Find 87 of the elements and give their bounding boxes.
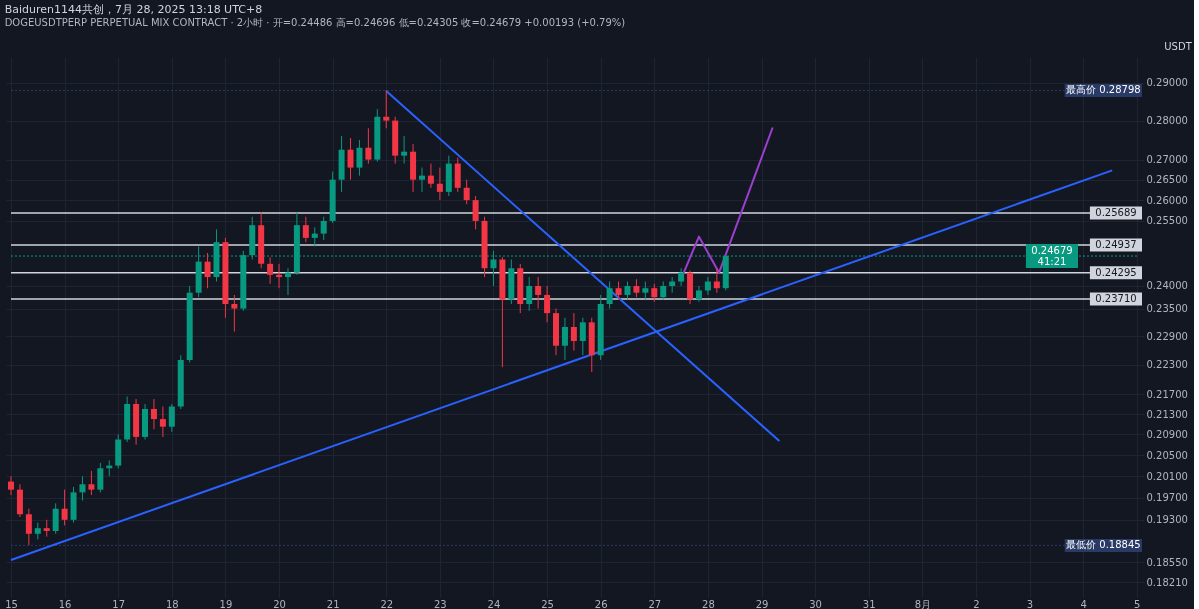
y-tick-label: 0.18210 (1146, 576, 1188, 588)
x-tick-label: 17 (112, 598, 126, 609)
candlestick (436, 167, 443, 201)
candlestick (25, 508, 32, 546)
y-tick-label: 0.27000 (1146, 154, 1188, 166)
candlestick (320, 216, 327, 241)
y-tick-label: 0.19700 (1146, 492, 1188, 504)
x-tick-label: 31 (862, 598, 876, 609)
candlestick (678, 267, 685, 287)
x-tick-label: 16 (58, 598, 72, 609)
candlestick (401, 135, 408, 165)
candlestick (204, 252, 211, 289)
y-tick-label: 0.24000 (1146, 280, 1188, 292)
x-tick-label: 27 (648, 598, 662, 609)
candlestick (8, 475, 14, 496)
text: USDT (1164, 41, 1193, 52)
x-tick-label: 22 (380, 598, 394, 609)
ref-line-label: 0.25689 (1095, 207, 1137, 219)
x-tick-label: 18 (165, 598, 179, 609)
y-tick-label: 0.20900 (1146, 428, 1188, 440)
candlestick (713, 267, 720, 294)
candlestick (544, 285, 551, 323)
candlestick (159, 405, 166, 438)
candlestick (463, 179, 470, 205)
candlestick (418, 167, 425, 193)
ref-line-label: 0.23710 (1095, 293, 1137, 305)
candlestick (606, 281, 613, 310)
candlestick (276, 263, 283, 289)
candlestick (561, 317, 568, 361)
candlestick (150, 398, 157, 430)
candlestick (231, 294, 238, 333)
candlestick (535, 276, 542, 310)
candlestick (97, 462, 104, 493)
candlestick (311, 226, 318, 247)
candlestick (88, 470, 95, 496)
chart-title: Baiduren1144共创，7月 28, 2025 13:18 UTC+8 (4, 3, 263, 16)
x-tick-label: 26 (594, 598, 608, 609)
candlestick (427, 163, 434, 189)
candlestick (579, 317, 586, 356)
x-tick-label: 24 (487, 598, 501, 609)
y-tick-label: 0.28000 (1146, 115, 1188, 127)
x-tick-label: 2 (973, 598, 980, 609)
candlestick (356, 139, 363, 177)
y-tick-label: 0.20100 (1146, 470, 1188, 482)
y-tick-label: 0.18550 (1146, 556, 1188, 568)
candlestick (365, 127, 372, 165)
candlestick (472, 195, 479, 230)
ref-line-label: 0.24679 41:21 (1031, 244, 1073, 267)
ref-line-label: 0.24295 (1095, 266, 1137, 278)
y-tick-label: 0.22900 (1146, 330, 1188, 342)
x-tick-label: 4 (1080, 598, 1087, 609)
candlestick (570, 312, 577, 351)
candlestick (267, 256, 274, 285)
candlestick (302, 216, 309, 243)
candlestick (347, 137, 354, 181)
y-tick-label: 0.21700 (1146, 388, 1188, 400)
y-tick-label: 0.22300 (1146, 359, 1188, 371)
y-tick-label: 0.20500 (1146, 449, 1188, 461)
x-tick-label: 23 (434, 598, 447, 609)
x-tick-label: 20 (273, 598, 286, 609)
x-tick-label: 29 (755, 598, 769, 609)
x-tick-label: 8月 (914, 598, 932, 609)
ref-line-label: 0.24937 (1095, 238, 1137, 250)
y-tick-label: 0.26000 (1146, 194, 1188, 206)
x-tick-label: 3 (1026, 598, 1034, 609)
candlestick (61, 489, 68, 526)
x-tick-label: 15 (5, 598, 18, 609)
x-tick-label: 5 (1134, 598, 1141, 609)
candlestick (79, 475, 86, 502)
ref-line-label: 最高价 0.28798 (1066, 84, 1141, 96)
y-tick-label: 0.25500 (1146, 215, 1188, 227)
x-tick-label: 30 (809, 598, 822, 609)
x-tick-label: 28 (702, 598, 715, 609)
chart-subtitle: DOGEUSDTPERP PERPETUAL MIX CONTRACT · 2小时 · 开=0.24486 高=0.24696 低=0.24305 收=0.24679 +0.00193 (+0.79%) (4, 17, 626, 28)
y-tick-label: 0.29000 (1146, 77, 1188, 89)
candlestick (52, 502, 59, 535)
y-tick-label: 0.23500 (1146, 303, 1188, 315)
ref-line-label: 最低价 0.18845 (1066, 539, 1141, 551)
x-tick-label: 25 (541, 598, 554, 609)
y-tick-label: 0.21300 (1146, 408, 1188, 420)
x-tick-label: 21 (326, 598, 340, 609)
candlestick (526, 276, 533, 312)
candlestick (383, 89, 390, 129)
y-tick-label: 0.26500 (1146, 174, 1188, 186)
y-tick-label: 0.19300 (1146, 514, 1188, 526)
x-tick-label: 19 (219, 598, 233, 609)
candlestick (168, 403, 175, 433)
